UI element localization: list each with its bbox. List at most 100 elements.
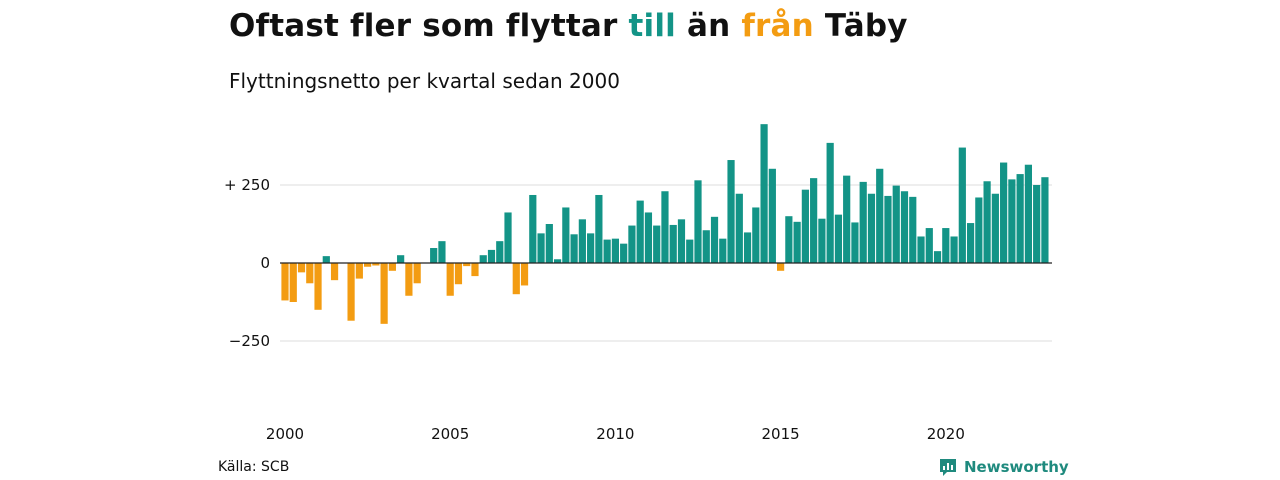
bar (380, 263, 388, 324)
bar (545, 224, 553, 263)
bar (611, 238, 619, 263)
logo-text: Newsworthy (964, 458, 1069, 476)
bar (876, 168, 884, 263)
bar (512, 263, 520, 295)
bar (364, 263, 372, 267)
bar (504, 212, 512, 263)
bar (553, 259, 562, 263)
bar (587, 233, 595, 263)
bar (851, 222, 859, 263)
bar (1016, 174, 1024, 263)
bar (446, 263, 454, 296)
bar (603, 239, 611, 263)
x-tick-label: 2010 (596, 425, 634, 443)
bar (991, 193, 999, 263)
bar (430, 248, 438, 263)
bar (975, 197, 983, 263)
bar (355, 263, 363, 279)
bar (669, 224, 677, 263)
bar (438, 241, 446, 263)
bar (636, 200, 644, 263)
bar (471, 263, 479, 277)
title-highlight-out: från (741, 8, 814, 44)
bar (818, 218, 826, 263)
bar (983, 181, 991, 263)
bar (570, 234, 578, 263)
bar (958, 147, 966, 263)
bar (562, 207, 570, 263)
bar (884, 195, 892, 263)
x-tick-label: 2015 (762, 425, 800, 443)
bar (1033, 185, 1041, 263)
bar (834, 214, 843, 263)
title-part-1: Oftast fler som flyttar (229, 8, 629, 44)
bar (297, 263, 306, 273)
bar (801, 189, 809, 263)
bar (743, 232, 752, 263)
bar (719, 238, 727, 263)
bar (463, 263, 471, 267)
bar (966, 223, 975, 263)
bar (1008, 179, 1016, 263)
bar (785, 216, 793, 263)
bar (810, 178, 818, 263)
bar (909, 196, 917, 263)
bar (694, 180, 702, 263)
x-tick-label: 2000 (266, 425, 304, 443)
y-tick-label: 0 (260, 254, 270, 272)
bar (768, 168, 776, 263)
bar (793, 221, 801, 263)
bar (677, 219, 686, 263)
bar (925, 228, 933, 263)
bar (702, 230, 710, 263)
bar (330, 263, 339, 281)
bar (496, 241, 504, 263)
bar (933, 251, 942, 263)
bar (1041, 177, 1049, 263)
bar (397, 255, 405, 263)
bar (529, 194, 537, 263)
bar (686, 239, 694, 263)
bar (727, 160, 735, 263)
newsworthy-logo: Newsworthy (938, 456, 1069, 478)
bar (735, 193, 743, 263)
chart-subtitle: Flyttningsnetto per kvartal sedan 2000 (229, 69, 620, 93)
bar (372, 263, 380, 266)
bar (752, 207, 760, 263)
bar (405, 263, 413, 296)
bar (661, 191, 669, 263)
bar (950, 236, 958, 263)
bar (454, 263, 463, 285)
bar (917, 236, 925, 263)
bar (867, 193, 876, 263)
title-part-2: än (675, 8, 742, 44)
bar (479, 255, 487, 263)
bar (942, 228, 950, 263)
bar (520, 263, 529, 286)
y-tick-label: −250 (229, 332, 270, 350)
bar (413, 263, 421, 284)
bar (306, 263, 314, 284)
bar (289, 263, 297, 302)
y-tick-label: + 250 (224, 176, 270, 194)
source-note: Källa: SCB (218, 459, 290, 475)
bar (653, 225, 661, 263)
x-tick-label: 2020 (927, 425, 965, 443)
bar (487, 249, 496, 263)
title-highlight-in: till (628, 8, 676, 44)
bar (347, 263, 355, 321)
bar (578, 219, 586, 263)
bar (710, 216, 719, 263)
bar (777, 263, 785, 271)
bar (388, 263, 396, 271)
bar (843, 175, 851, 263)
bar (595, 194, 603, 263)
bar (644, 212, 653, 263)
bar (322, 256, 330, 263)
bar (628, 225, 636, 263)
bar (1024, 164, 1032, 263)
bar (826, 142, 834, 263)
bar (760, 124, 768, 263)
title-part-3: Täby (813, 8, 908, 44)
